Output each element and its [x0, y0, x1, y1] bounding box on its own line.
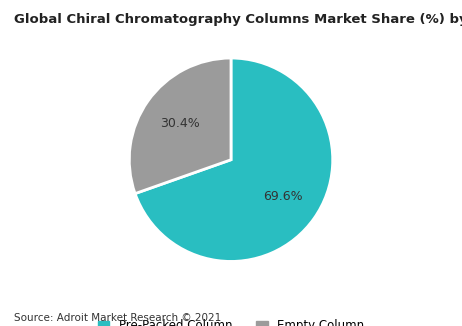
Text: Source: Adroit Market Research © 2021: Source: Adroit Market Research © 2021	[14, 313, 221, 323]
Text: 69.6%: 69.6%	[263, 190, 302, 203]
Legend: Pre-Packed Column, Empty Column: Pre-Packed Column, Empty Column	[93, 315, 369, 326]
Text: Global Chiral Chromatography Columns Market Share (%) by Type, 2020: Global Chiral Chromatography Columns Mar…	[14, 13, 462, 26]
Text: 30.4%: 30.4%	[160, 117, 200, 130]
Wedge shape	[129, 58, 231, 194]
Wedge shape	[135, 58, 333, 261]
